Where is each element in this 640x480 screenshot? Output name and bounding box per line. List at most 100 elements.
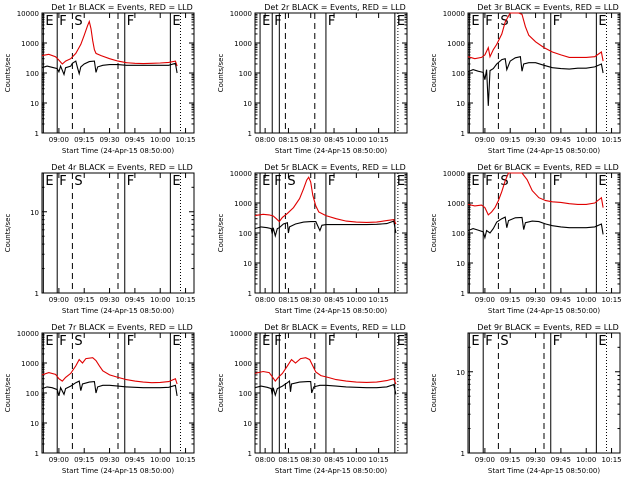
chart-title: Det 9r BLACK = Events, RED = LLD	[477, 323, 619, 332]
x-axis-label: Start Time (24-Apr-15 08:50:00)	[62, 307, 174, 315]
y-tick-label: 1000	[447, 40, 465, 48]
y-tick-label: 1000	[234, 200, 252, 208]
y-axis-label: Counts/sec	[430, 54, 438, 93]
x-tick-label: 08:45	[324, 136, 344, 144]
marker-label: E	[471, 174, 479, 189]
x-tick-label: 08:30	[301, 296, 321, 304]
marker-label: E	[397, 174, 405, 189]
x-tick-label: 10:00	[576, 136, 596, 144]
x-tick-label: 10:00	[150, 456, 170, 464]
x-tick-label: 10:15	[369, 296, 389, 304]
x-axis-label: Start Time (24-Apr-15 08:50:00)	[275, 147, 387, 155]
x-tick-label: 09:15	[74, 296, 94, 304]
y-tick-label: 1000	[447, 200, 465, 208]
x-tick-label: 10:15	[175, 296, 195, 304]
y-tick-label: 10000	[230, 10, 252, 18]
x-tick-label: 09:00	[475, 136, 495, 144]
marker-label: E	[45, 174, 53, 189]
x-tick-label: 08:45	[324, 296, 344, 304]
marker-label: E	[45, 334, 53, 349]
y-tick-label: 100	[26, 390, 39, 398]
x-tick-label: 10:00	[346, 136, 366, 144]
y-tick-label: 100	[239, 390, 252, 398]
y-axis-label: Counts/sec	[430, 214, 438, 253]
x-tick-label: 10:00	[150, 296, 170, 304]
chart-title: Det 4r BLACK = Events, RED = LLD	[51, 163, 193, 172]
marker-label: F	[127, 14, 134, 29]
x-tick-label: 09:15	[74, 456, 94, 464]
marker-label: E	[598, 334, 606, 349]
y-tick-label: 1000	[21, 40, 39, 48]
x-tick-label: 09:30	[525, 296, 545, 304]
x-tick-label: 10:00	[346, 296, 366, 304]
y-tick-label: 1	[248, 450, 252, 458]
y-tick-label: 1	[461, 450, 465, 458]
y-tick-label: 10	[456, 100, 465, 108]
series-events-line	[41, 380, 178, 397]
chart-title: Det 5r BLACK = Events, RED = LLD	[264, 163, 406, 172]
marker-label: S	[74, 174, 82, 189]
y-tick-label: 1	[461, 290, 465, 298]
marker-label: E	[262, 334, 270, 349]
marker-label: E	[471, 334, 479, 349]
y-tick-label: 1000	[234, 360, 252, 368]
y-tick-label: 10000	[443, 170, 465, 178]
det9-panel: Det 9r BLACK = Events, RED = LLD Start Ti…	[426, 320, 639, 480]
marker-label: F	[127, 334, 134, 349]
x-axis-label: Start Time (24-Apr-15 08:50:00)	[488, 147, 600, 155]
y-tick-label: 10000	[230, 330, 252, 338]
x-tick-label: 09:30	[525, 456, 545, 464]
x-tick-label: 08:15	[278, 296, 298, 304]
y-tick-label: 10000	[17, 10, 39, 18]
marker-label: F	[328, 334, 335, 349]
chart-title: Det 7r BLACK = Events, RED = LLD	[51, 323, 193, 332]
y-tick-label: 10	[243, 420, 252, 428]
x-tick-label: 10:15	[369, 136, 389, 144]
x-axis-label: Start Time (24-Apr-15 08:50:00)	[275, 307, 387, 315]
marker-label: F	[274, 334, 281, 349]
x-tick-label: 09:15	[500, 456, 520, 464]
marker-label: F	[59, 334, 66, 349]
marker-label: F	[485, 174, 492, 189]
chart-title: Det 3r BLACK = Events, RED = LLD	[477, 3, 619, 12]
y-axis-label: Counts/sec	[4, 54, 12, 93]
x-tick-label: 08:30	[301, 456, 321, 464]
y-tick-label: 1	[35, 130, 39, 138]
x-tick-label: 09:30	[99, 456, 119, 464]
marker-label: F	[553, 14, 560, 29]
series-events-line	[467, 216, 604, 240]
x-axis-label: Start Time (24-Apr-15 08:50:00)	[62, 147, 174, 155]
x-tick-label: 10:15	[601, 136, 621, 144]
series-events-line	[467, 56, 604, 106]
x-tick-label: 08:30	[301, 136, 321, 144]
marker-label: S	[500, 334, 508, 349]
det7-panel: Det 7r BLACK = Events, RED = LLD Start Ti…	[0, 320, 213, 480]
y-axis-label: Counts/sec	[430, 374, 438, 413]
x-tick-label: 09:00	[49, 296, 69, 304]
x-tick-label: 09:00	[475, 296, 495, 304]
marker-label: E	[45, 14, 53, 29]
x-tick-label: 09:45	[551, 456, 571, 464]
x-tick-label: 09:45	[551, 296, 571, 304]
x-tick-label: 08:15	[278, 456, 298, 464]
series-events-line	[254, 380, 397, 398]
x-tick-label: 09:00	[49, 136, 69, 144]
marker-label: E	[598, 174, 606, 189]
series-events-line	[41, 60, 178, 77]
x-tick-label: 10:00	[576, 456, 596, 464]
det4-panel: Det 4r BLACK = Events, RED = LLD Start Ti…	[0, 160, 213, 320]
y-axis-label: Counts/sec	[217, 374, 225, 413]
series-lld-line	[254, 357, 397, 385]
marker-label: F	[485, 14, 492, 29]
x-tick-label: 10:15	[175, 136, 195, 144]
y-axis-label: Counts/sec	[217, 214, 225, 253]
x-axis-label: Start Time (24-Apr-15 08:50:00)	[275, 467, 387, 475]
x-tick-label: 09:00	[49, 456, 69, 464]
marker-label: E	[397, 14, 405, 29]
x-tick-label: 09:15	[500, 296, 520, 304]
y-axis-label: Counts/sec	[217, 54, 225, 93]
y-tick-label: 10	[30, 209, 39, 217]
y-tick-label: 1	[248, 130, 252, 138]
y-tick-label: 100	[452, 230, 465, 238]
